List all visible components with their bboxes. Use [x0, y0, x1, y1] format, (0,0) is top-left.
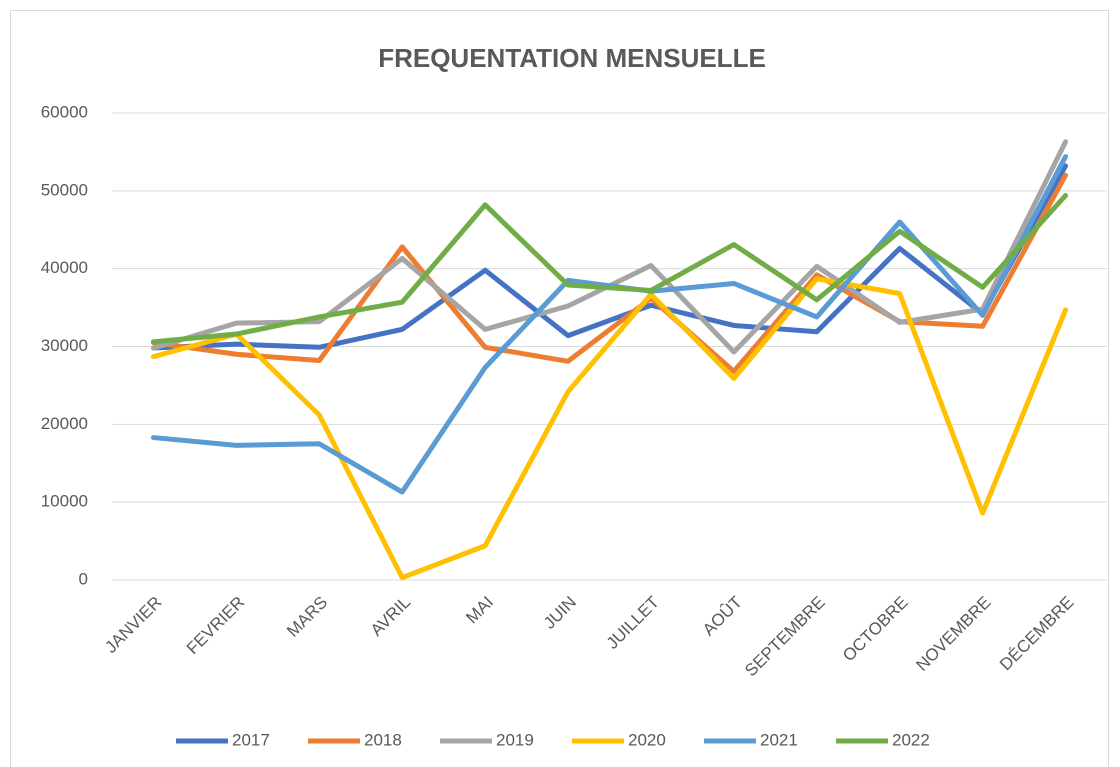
legend-label: 2017 [232, 730, 270, 749]
y-tick-label: 60000 [41, 102, 88, 121]
y-tick-label: 10000 [41, 492, 88, 511]
legend-label: 2020 [628, 730, 666, 749]
y-tick-label: 20000 [41, 414, 88, 433]
legend-label: 2019 [496, 730, 534, 749]
y-tick-label: 30000 [41, 336, 88, 355]
legend-label: 2018 [364, 730, 402, 749]
y-tick-label: 50000 [41, 180, 88, 199]
legend-label: 2021 [760, 730, 798, 749]
chart-border [10, 10, 1109, 767]
line-series [150, 276, 1069, 581]
line-series [150, 193, 1069, 345]
line-series [150, 163, 1069, 351]
y-tick-label: 0 [79, 569, 88, 588]
chart-title: FREQUENTATION MENSUELLE [378, 43, 766, 73]
y-tick-label: 40000 [41, 258, 88, 277]
legend-label: 2022 [892, 730, 930, 749]
